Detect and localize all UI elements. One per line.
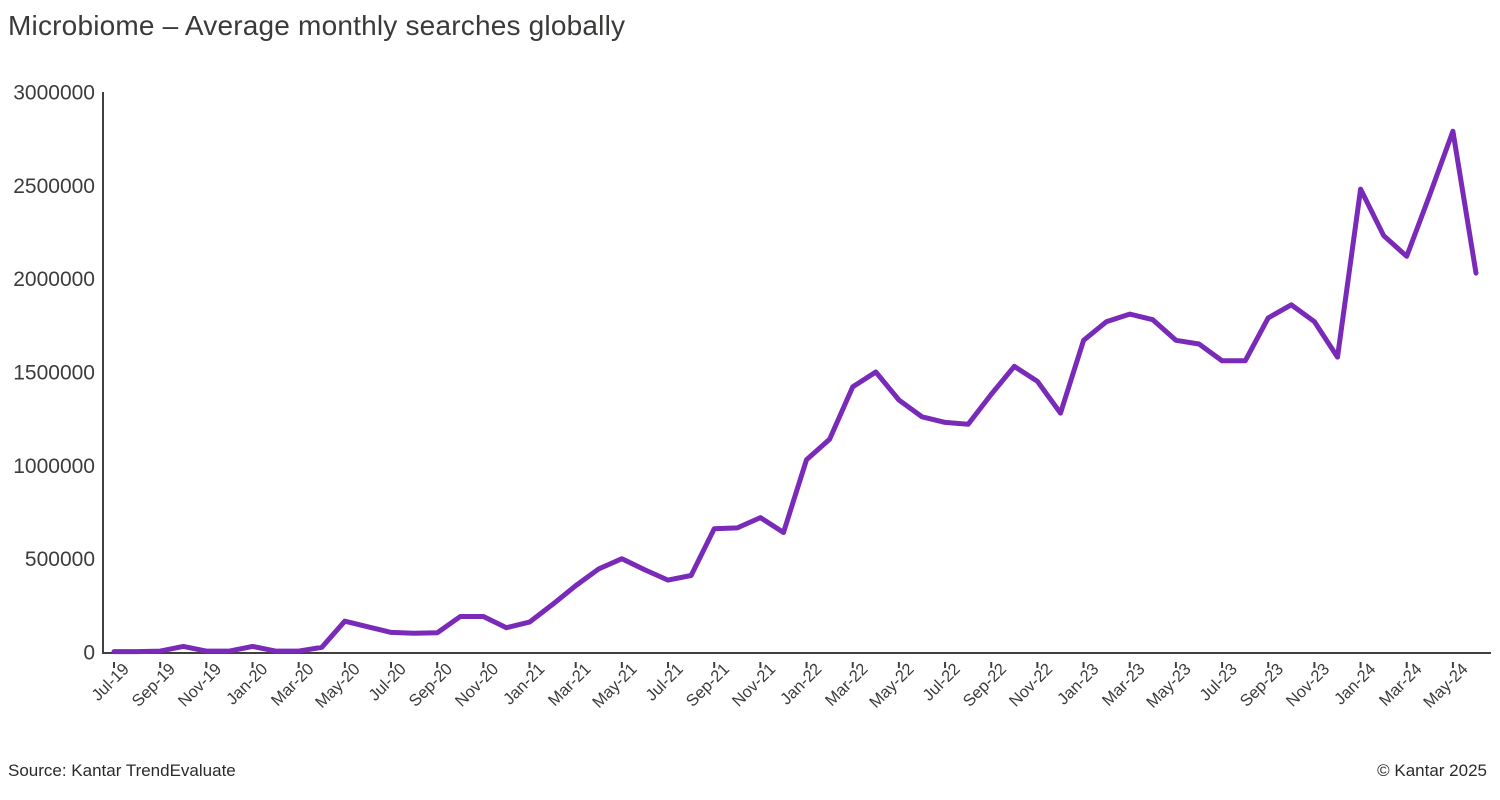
chart-title: Microbiome – Average monthly searches gl… [8, 10, 626, 41]
x-tick-label: Nov-19 [175, 660, 225, 710]
source-text: Source: Kantar TrendEvaluate [8, 761, 236, 780]
x-tick-label: Sep-21 [683, 660, 733, 710]
x-tick-label: May-20 [312, 660, 364, 712]
x-tick-label: May-21 [589, 660, 641, 712]
x-tick-label: Nov-21 [729, 660, 779, 710]
x-tick-label: Jul-19 [88, 660, 133, 705]
x-tick-label: Mar-22 [822, 660, 872, 710]
x-tick-label: Jul-21 [642, 660, 687, 705]
x-tick-label: May-23 [1143, 660, 1195, 712]
x-tick-label: Jan-24 [1331, 660, 1379, 708]
x-tick-label: Jan-23 [1054, 660, 1102, 708]
x-tick-label: Jan-21 [500, 660, 548, 708]
trend-line [111, 128, 1479, 655]
x-tick-label: Sep-23 [1237, 660, 1287, 710]
y-tick-label: 500000 [25, 548, 95, 571]
x-tick-label: Mar-21 [545, 660, 595, 710]
x-tick-label: Nov-23 [1283, 660, 1333, 710]
x-tick-label: Sep-20 [406, 660, 456, 710]
y-tick-label: 1500000 [13, 362, 95, 385]
y-tick-label: 0 [83, 642, 95, 665]
x-tick-label: May-22 [866, 660, 918, 712]
y-tick-label: 2000000 [13, 268, 95, 291]
x-tick-label: Jan-22 [777, 660, 825, 708]
x-tick-label: Jul-23 [1196, 660, 1241, 705]
x-tick-label: Mar-24 [1376, 660, 1426, 710]
x-tick-label: Jul-20 [365, 660, 410, 705]
x-tick-label: May-24 [1420, 660, 1472, 712]
y-tick-label: 1000000 [13, 455, 95, 478]
x-tick-label: Jul-22 [919, 660, 964, 705]
x-tick-label: Nov-22 [1006, 660, 1056, 710]
x-tick-label: Sep-22 [960, 660, 1010, 710]
copyright-text: © Kantar 2025 [1377, 761, 1487, 780]
x-tick-label: Jan-20 [223, 660, 271, 708]
x-tick-label: Sep-19 [129, 660, 179, 710]
y-tick-label: 3000000 [13, 82, 95, 105]
x-tick-label: Mar-23 [1099, 660, 1149, 710]
x-tick-label: Nov-20 [452, 660, 502, 710]
x-tick-label: Mar-20 [268, 660, 318, 710]
y-tick-label: 2500000 [13, 175, 95, 198]
